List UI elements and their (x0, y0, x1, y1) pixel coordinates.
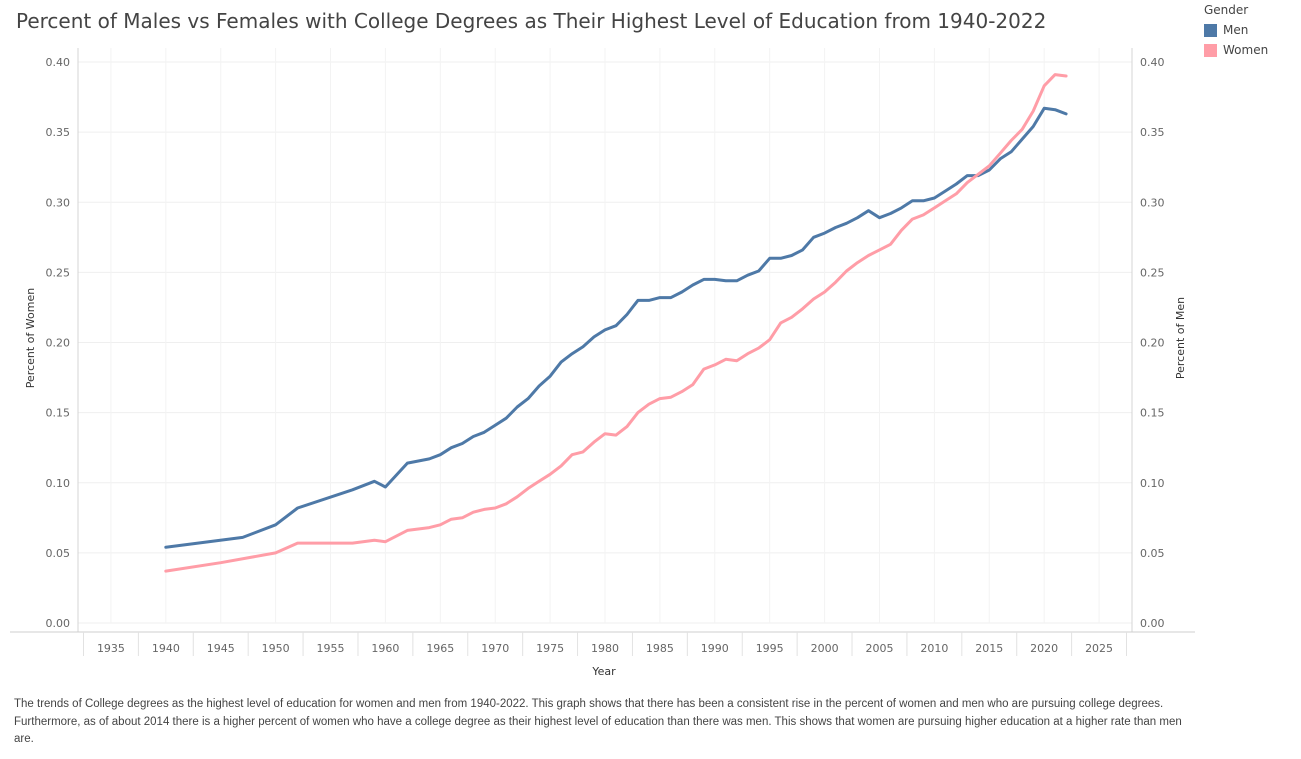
y-left-tick-label: 0.30 (46, 196, 71, 209)
y-left-tick-label: 0.10 (46, 477, 71, 490)
y-left-tick-label: 0.15 (46, 407, 71, 420)
legend-item-men[interactable]: Men (1204, 20, 1268, 40)
x-tick-label: 1985 (646, 642, 674, 655)
y-axis-right-title: Percent of Men (1174, 297, 1187, 379)
y-left-tick-label: 0.40 (46, 56, 71, 69)
x-tick-label: 1940 (152, 642, 180, 655)
x-axis-title: Year (591, 665, 616, 678)
line-chart: 0.00 0.05 0.10 0.15 0.20 0.25 0.30 0.35 0.40 0.0… (10, 48, 1195, 678)
x-tick-label: 2010 (920, 642, 948, 655)
x-tick-label: 1950 (262, 642, 290, 655)
y-right-tick-label: 0.20 (1140, 337, 1165, 350)
x-tick-label: 2015 (975, 642, 1003, 655)
y-axis-left-ticks: 0.00 0.05 0.10 0.15 0.20 0.25 0.30 0.35 0.40 (46, 56, 71, 630)
series-line-women[interactable] (164, 73, 1068, 573)
y-left-tick-label: 0.05 (46, 547, 71, 560)
x-tick-label: 1970 (481, 642, 509, 655)
legend-label-men: Men (1223, 23, 1249, 37)
y-left-tick-label: 0.25 (46, 266, 71, 279)
y-right-tick-label: 0.10 (1140, 477, 1165, 490)
y-axis-right-ticks: 0.00 0.05 0.10 0.15 0.20 0.25 0.30 0.35 0.40 (1140, 56, 1165, 630)
legend-title: Gender (1204, 3, 1249, 17)
grid-lines (78, 48, 1132, 624)
series-line-men[interactable] (164, 106, 1068, 549)
y-left-tick-label: 0.35 (46, 126, 71, 139)
y-left-tick-label: 0.00 (46, 617, 71, 630)
legend: Gender Men Women (1204, 3, 1268, 60)
series-lines (164, 73, 1068, 573)
y-right-tick-label: 0.15 (1140, 407, 1165, 420)
x-tick-label: 1965 (426, 642, 454, 655)
x-tick-label: 1995 (756, 642, 784, 655)
y-right-tick-label: 0.05 (1140, 547, 1165, 560)
y-right-tick-label: 0.00 (1140, 617, 1165, 630)
x-tick-label: 2005 (865, 642, 893, 655)
x-axis-ticks: 1935 1940 1945 1950 1955 1960 1965 1970 1975 1980… (82, 632, 1128, 656)
x-tick-label: 2020 (1030, 642, 1058, 655)
legend-swatch-men (1204, 23, 1217, 37)
x-tick-label: 1980 (591, 642, 619, 655)
y-right-tick-label: 0.25 (1140, 266, 1165, 279)
y-right-tick-label: 0.40 (1140, 56, 1165, 69)
y-left-tick-label: 0.20 (46, 337, 71, 350)
x-tick-label: 1935 (97, 642, 125, 655)
y-right-tick-label: 0.35 (1140, 126, 1165, 139)
legend-label-women: Women (1223, 43, 1269, 57)
x-tick-label: 2000 (811, 642, 839, 655)
legend-swatch-women (1204, 43, 1217, 57)
y-right-tick-label: 0.30 (1140, 196, 1165, 209)
x-tick-label: 1975 (536, 642, 564, 655)
y-axis-left-title: Percent of Women (24, 288, 37, 388)
x-tick-label: 1945 (207, 642, 235, 655)
x-tick-label: 2025 (1085, 642, 1113, 655)
x-tick-label: 1955 (317, 642, 345, 655)
chart-title: Percent of Males vs Females with College… (16, 9, 1047, 33)
legend-item-women[interactable]: Women (1204, 40, 1268, 60)
x-tick-label: 1960 (371, 642, 399, 655)
x-tick-label: 1990 (701, 642, 729, 655)
chart-caption: The trends of College degrees as the hig… (14, 698, 1182, 745)
